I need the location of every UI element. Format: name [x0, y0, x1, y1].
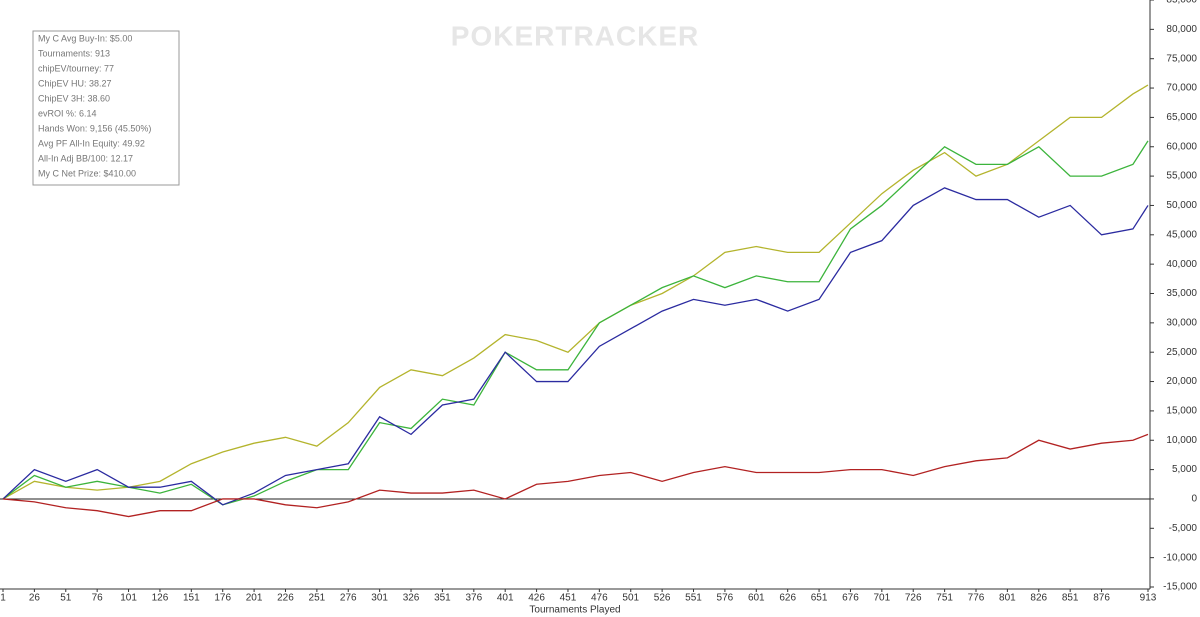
x-tick-label: 726 [905, 593, 922, 604]
x-tick-label: 26 [29, 593, 41, 604]
x-tick-label: 676 [842, 593, 859, 604]
y-tick-label: 20,000 [1166, 376, 1197, 387]
x-axis-label: Tournaments Played [529, 605, 620, 616]
y-tick-label: 50,000 [1166, 200, 1197, 211]
x-tick-label: 176 [214, 593, 231, 604]
y-tick-label: 70,000 [1166, 83, 1197, 94]
y-tick-label: 5,000 [1172, 464, 1197, 475]
stat-line: ChipEV HU: 38.27 [38, 78, 112, 88]
y-tick-label: 0 [1191, 494, 1197, 505]
x-tick-label: 801 [999, 593, 1016, 604]
y-tick-label: 85,000 [1166, 0, 1197, 6]
y-tick-label: 75,000 [1166, 53, 1197, 64]
x-tick-label: 913 [1140, 593, 1157, 604]
x-tick-label: 601 [748, 593, 765, 604]
x-tick-label: 501 [622, 593, 639, 604]
y-tick-label: 35,000 [1166, 288, 1197, 299]
series-line [2, 433, 1149, 518]
x-tick-label: 401 [497, 593, 514, 604]
x-tick-label: 126 [152, 593, 169, 604]
y-tick-label: 40,000 [1166, 259, 1197, 270]
x-tick-label: 76 [92, 593, 104, 604]
x-tick-label: 826 [1030, 593, 1047, 604]
y-tick-label: 60,000 [1166, 141, 1197, 152]
x-tick-label: 376 [465, 593, 482, 604]
x-tick-label: 226 [277, 593, 294, 604]
stat-line: My C Avg Buy-In: $5.00 [38, 33, 132, 43]
y-tick-label: 45,000 [1166, 229, 1197, 240]
x-tick-label: 201 [246, 593, 263, 604]
x-tick-label: 751 [936, 593, 953, 604]
series-line [2, 187, 1149, 506]
y-tick-label: 25,000 [1166, 347, 1197, 358]
watermark: POKERTRACKER [451, 20, 699, 51]
x-tick-label: 451 [560, 593, 577, 604]
stat-line: ChipEV 3H: 38.60 [38, 93, 110, 103]
x-tick-label: 476 [591, 593, 608, 604]
x-tick-label: 776 [968, 593, 985, 604]
x-tick-label: 576 [717, 593, 734, 604]
x-tick-label: 701 [873, 593, 890, 604]
stats-box: My C Avg Buy-In: $5.00 Tournaments: 913 ch… [32, 30, 180, 186]
series-line [2, 140, 1149, 506]
y-tick-label: -5,000 [1169, 523, 1198, 534]
y-tick-label: 10,000 [1166, 435, 1197, 446]
x-tick-label: 1 [0, 593, 6, 604]
y-tick-label: -15,000 [1163, 582, 1197, 593]
x-tick-label: 626 [779, 593, 796, 604]
x-tick-label: 851 [1062, 593, 1079, 604]
x-tick-label: 301 [371, 593, 388, 604]
stat-line: evROI %: 6.14 [38, 108, 97, 118]
stat-line: My C Net Prize: $410.00 [38, 168, 136, 178]
x-tick-label: 326 [403, 593, 420, 604]
y-tick-label: 15,000 [1166, 406, 1197, 417]
y-tick-label: 80,000 [1166, 24, 1197, 35]
series-line [2, 84, 1149, 500]
stat-line: Tournaments: 913 [38, 48, 110, 58]
y-tick-label: 30,000 [1166, 317, 1197, 328]
x-tick-label: 876 [1093, 593, 1110, 604]
x-tick-label: 101 [120, 593, 137, 604]
x-tick-label: 651 [811, 593, 828, 604]
stats-frame [32, 30, 180, 186]
stat-line: Avg PF All-In Equity: 49.92 [38, 138, 145, 148]
x-tick-label: 426 [528, 593, 545, 604]
x-tick-label: 351 [434, 593, 451, 604]
y-tick-label: 65,000 [1166, 112, 1197, 123]
x-tick-label: 151 [183, 593, 200, 604]
stat-line: Hands Won: 9,156 (45.50%) [38, 123, 151, 133]
x-tick-label: 251 [309, 593, 326, 604]
stat-line: chipEV/tourney: 77 [38, 63, 114, 73]
x-tick-label: 276 [340, 593, 357, 604]
x-tick-label: 51 [60, 593, 72, 604]
x-tick-label: 526 [654, 593, 671, 604]
y-tick-label: 55,000 [1166, 171, 1197, 182]
y-tick-label: -10,000 [1163, 552, 1197, 563]
x-tick-label: 551 [685, 593, 702, 604]
stat-line: All-In Adj BB/100: 12.17 [38, 153, 133, 163]
